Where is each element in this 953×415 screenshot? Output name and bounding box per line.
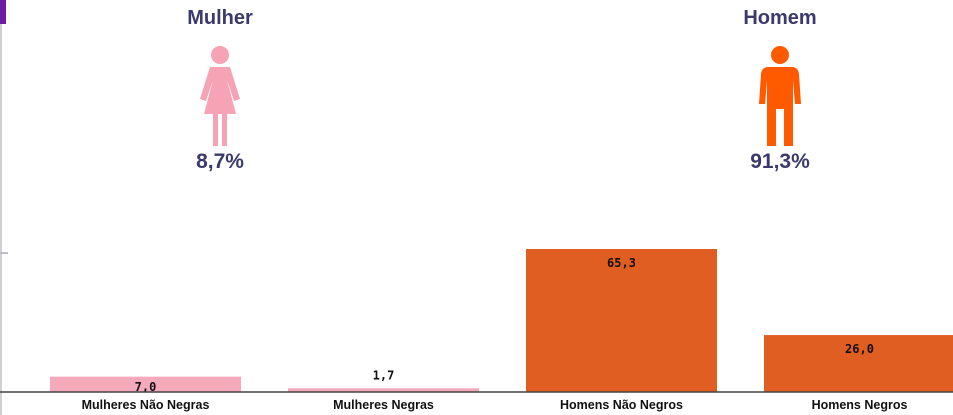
accent-marker — [0, 0, 6, 24]
female-title: Mulher — [187, 7, 253, 29]
bar-value-label-0: 7,0 — [135, 380, 157, 394]
male-percent: 91,3% — [750, 150, 810, 173]
bar-1 — [288, 388, 479, 392]
category-label-3: Homens Negros — [812, 398, 908, 412]
bar-0 — [50, 376, 241, 392]
bar-value-label-1: 1,7 — [373, 368, 395, 382]
woman-icon — [200, 46, 240, 146]
chart-left-border — [0, 0, 2, 415]
female-summary: Mulher 8,7% — [120, 7, 320, 174]
bar-value-label-2: 65,3 — [607, 256, 636, 270]
bar-2 — [526, 249, 717, 392]
axis-tick — [0, 252, 8, 254]
male-title: Homem — [743, 7, 817, 29]
bar-3 — [764, 335, 953, 392]
male-summary: Homem 91,3% — [680, 7, 880, 174]
bar-value-label-3: 26,0 — [845, 342, 874, 356]
category-label-2: Homens Não Negros — [560, 398, 683, 412]
man-icon — [759, 46, 801, 146]
female-percent: 8,7% — [196, 150, 244, 173]
category-label-1: Mulheres Negras — [333, 398, 434, 412]
category-label-0: Mulheres Não Negras — [82, 398, 210, 412]
